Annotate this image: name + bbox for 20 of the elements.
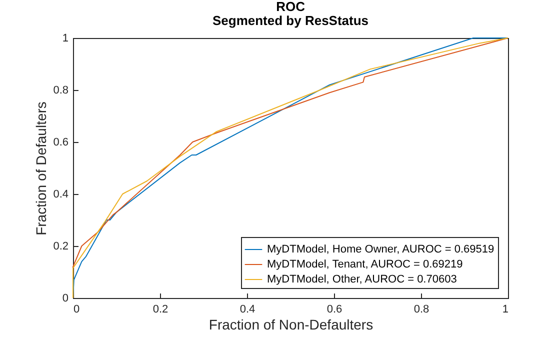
y-axis-title: Fraction of Defaulters: [33, 102, 50, 236]
y-tick-label: 0: [62, 292, 68, 304]
x-axis-title: Fraction of Non-Defaulters: [208, 316, 374, 332]
chart-subtitle: Segmented by ResStatus: [212, 13, 369, 28]
y-tick-label: 1: [62, 32, 68, 44]
x-tick-label: 0: [74, 304, 80, 316]
legend-label: MyDTModel, Tenant, AUROC = 0.69219: [267, 258, 463, 270]
x-tick-label: 0.6: [326, 304, 342, 316]
x-tick-label: 0.2: [152, 304, 168, 316]
chart-title: ROC: [276, 0, 306, 14]
x-tick-label: 0.4: [240, 304, 256, 316]
legend-label: MyDTModel, Other, AUROC = 0.70603: [267, 274, 457, 286]
legend-label: MyDTModel, Home Owner, AUROC = 0.69519: [267, 244, 494, 256]
y-tick-label: 0.2: [53, 240, 68, 252]
y-tick-label: 0.8: [53, 84, 68, 96]
y-tick-label: 0.4: [53, 188, 68, 200]
line-series: [72, 38, 508, 298]
x-tick-label: 1: [502, 304, 508, 316]
y-tick-label: 0.6: [53, 136, 68, 148]
x-tick-label: 0.8: [414, 304, 430, 316]
